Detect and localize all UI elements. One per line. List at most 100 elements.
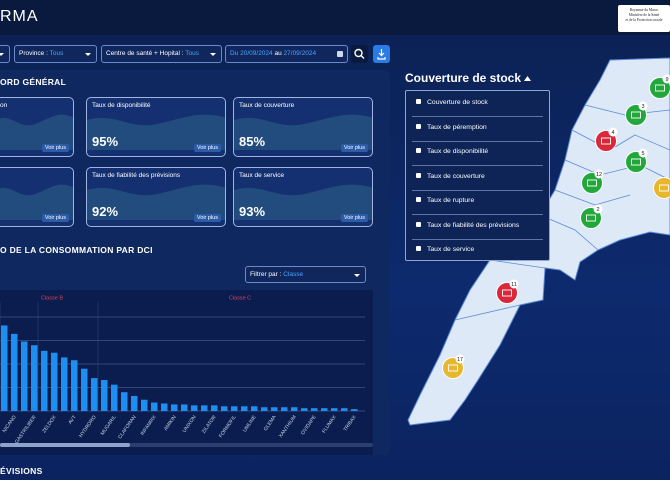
label: Centre de santé + Hopital : bbox=[106, 50, 184, 57]
menu-item[interactable]: Taux de service bbox=[412, 243, 543, 263]
marker-circle bbox=[653, 177, 670, 199]
map-marker[interactable]: 4 bbox=[595, 127, 618, 152]
bar bbox=[261, 407, 268, 411]
metric-menu: Couverture de stock Taux de péremption Tau… bbox=[405, 90, 550, 261]
logo: RMA bbox=[0, 8, 39, 25]
kpi-card: Taux de service 93% Voir plus bbox=[233, 167, 373, 227]
x-tick-label: GLEMA bbox=[263, 414, 278, 432]
card-button[interactable]: Voir plus bbox=[193, 214, 221, 222]
menu-item[interactable]: Taux de fiabilité des prévisions bbox=[412, 219, 543, 240]
card-title: on bbox=[0, 102, 8, 109]
x-tick-label: AVT bbox=[67, 414, 77, 425]
menu-item[interactable]: Taux de rupture bbox=[412, 194, 543, 215]
card-button[interactable]: Voir plus bbox=[340, 144, 368, 152]
bar bbox=[1, 325, 8, 411]
menu-icon bbox=[416, 123, 421, 129]
menu-icon bbox=[416, 99, 421, 104]
bar bbox=[311, 408, 318, 411]
date-filter[interactable]: Du 20/09/2024 au 27/09/2024 bbox=[225, 45, 348, 63]
bar bbox=[41, 350, 48, 411]
menu-icon bbox=[416, 197, 421, 202]
bar bbox=[91, 378, 98, 411]
class-filter[interactable]: Filtrer par : Classe bbox=[245, 266, 366, 283]
marker-icon bbox=[631, 158, 641, 166]
menu-label: Taux de couverture bbox=[427, 172, 485, 180]
map-marker[interactable]: 3 bbox=[625, 101, 648, 126]
bar bbox=[151, 402, 158, 411]
map-marker[interactable] bbox=[653, 177, 670, 199]
sparkline bbox=[0, 114, 73, 150]
section-title: ÉVISIONS bbox=[0, 466, 43, 476]
marker-icon bbox=[586, 214, 596, 222]
bar bbox=[21, 341, 28, 411]
marker-icon bbox=[502, 289, 512, 297]
marker-count: 17 bbox=[457, 357, 463, 363]
x-tick-label: UMLINE bbox=[242, 414, 258, 433]
x-tick-label: AMIKIN bbox=[163, 414, 178, 432]
x-tick-label: CLAFORAN bbox=[117, 414, 138, 440]
map-marker[interactable]: 5 bbox=[625, 148, 648, 173]
marker-badge bbox=[638, 101, 648, 111]
caret bbox=[524, 76, 532, 81]
x-tick-label: GASTRILIBER bbox=[14, 414, 38, 445]
card-button[interactable]: Voir plus bbox=[41, 214, 69, 222]
card-title: Taux de fiabilité des prévisions bbox=[92, 172, 181, 179]
x-tick-label: ZILATOR bbox=[201, 414, 218, 435]
menu-item[interactable]: Taux de disponibilité bbox=[412, 145, 543, 166]
centre-filter[interactable]: Centre de santé + Hopital : Tous bbox=[101, 45, 222, 63]
sparkline-area bbox=[0, 184, 73, 220]
sparkline bbox=[87, 184, 225, 220]
x-tick-label: TRIBAX bbox=[342, 414, 358, 433]
kpi-card: Taux de fiabilité des prévisions 92% Voir … bbox=[86, 167, 226, 227]
scrollbar[interactable] bbox=[0, 443, 130, 447]
class-label: Classe B bbox=[41, 295, 63, 301]
map-marker[interactable]: 9 bbox=[649, 74, 670, 99]
province-filter[interactable]: Province : Tous bbox=[14, 45, 97, 63]
dropdown[interactable] bbox=[0, 45, 10, 63]
x-tick-label: NICANO bbox=[2, 414, 18, 433]
menu-item[interactable]: Taux de couverture bbox=[412, 170, 543, 191]
x-tick-label: INFANRIX bbox=[140, 414, 159, 437]
label: Filtrer par : bbox=[250, 271, 282, 278]
marker-count: 12 bbox=[596, 172, 602, 178]
card-title: Taux de disponibilité bbox=[92, 102, 151, 109]
x-tick-label: FORMOFIL bbox=[218, 414, 238, 439]
x-tick-label: MUGARIL bbox=[100, 414, 118, 436]
sparkline-area bbox=[87, 114, 225, 150]
ministry-line: Royaume du Maroc bbox=[629, 8, 659, 12]
search-button[interactable] bbox=[351, 45, 368, 63]
card-button[interactable]: Voir plus bbox=[41, 144, 69, 152]
header bbox=[0, 0, 670, 35]
menu-label: Taux de service bbox=[427, 246, 475, 253]
map-marker[interactable]: 17 bbox=[442, 354, 465, 379]
card-value: 92% bbox=[92, 204, 119, 219]
menu-item[interactable]: Couverture de stock bbox=[412, 96, 543, 117]
card-title: Taux de service bbox=[239, 172, 285, 179]
marker-icon bbox=[587, 179, 597, 187]
card-button[interactable]: Voir plus bbox=[340, 214, 368, 222]
map-title[interactable]: Couverture de stock bbox=[405, 71, 532, 85]
card-button[interactable]: Voir plus bbox=[193, 144, 221, 152]
bar bbox=[301, 408, 308, 411]
menu-label: Taux de fiabilité des prévisions bbox=[427, 221, 520, 229]
marker-badge bbox=[455, 354, 465, 364]
map-marker[interactable]: 2 bbox=[580, 204, 603, 229]
section-title: O DE LA CONSOMMATION PAR DCI bbox=[0, 245, 153, 255]
date: 27/09/2024 bbox=[283, 50, 317, 57]
sparkline bbox=[0, 184, 73, 220]
ministry-logo: Royaume du Maroc Ministère de la Santé e… bbox=[618, 5, 670, 32]
card-value: 93% bbox=[239, 204, 266, 219]
kpi-card: on Voir plus bbox=[0, 97, 74, 157]
marker-badge bbox=[608, 127, 618, 137]
menu-icon bbox=[416, 221, 421, 227]
bar bbox=[31, 345, 38, 411]
buttons bbox=[351, 45, 390, 63]
sparkline-area bbox=[87, 184, 225, 220]
map-marker[interactable]: 12 bbox=[581, 169, 604, 194]
label: Du bbox=[230, 50, 239, 57]
map-marker[interactable]: 11 bbox=[496, 279, 519, 304]
sparkline bbox=[234, 184, 372, 220]
menu-item[interactable]: Taux de péremption bbox=[412, 121, 543, 142]
